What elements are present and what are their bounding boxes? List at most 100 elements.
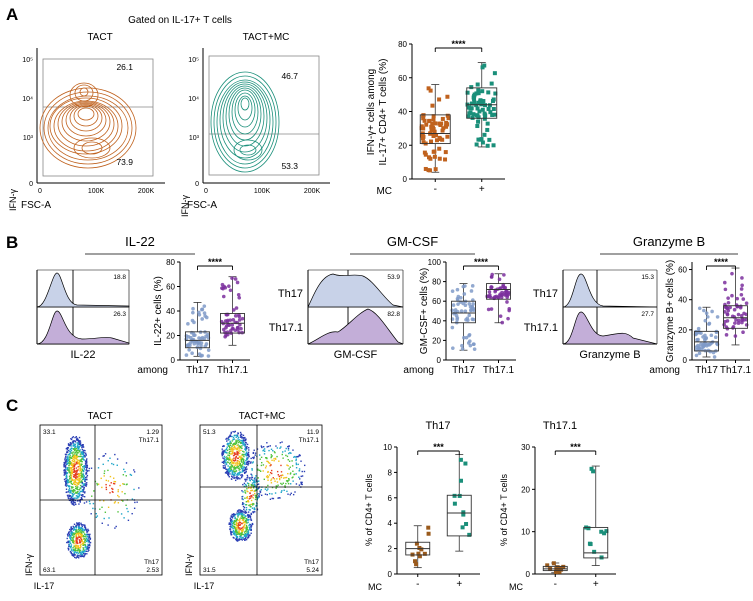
c-event-dot <box>258 454 261 456</box>
c-event-dot <box>230 516 232 518</box>
panel-a-letter: A <box>6 5 18 24</box>
c-event-dot <box>289 472 292 474</box>
c-event-dot <box>109 484 111 487</box>
c-event-dot <box>235 527 237 529</box>
c-event-dot <box>234 534 236 536</box>
c-event-dot <box>250 499 253 502</box>
c-event-dot <box>66 467 68 469</box>
c-event-dot <box>245 526 247 529</box>
data-point <box>468 339 472 343</box>
c-event-dot <box>289 473 292 475</box>
data-point <box>452 493 457 498</box>
c-event-dot <box>76 551 78 554</box>
c-event-dot <box>239 517 241 520</box>
c-event-dot <box>296 456 298 458</box>
c-event-dot <box>250 532 252 534</box>
c-event-dot <box>67 443 70 445</box>
c-event-dot <box>240 527 243 529</box>
c-event-dot <box>254 452 257 454</box>
c-event-dot <box>235 522 238 524</box>
c-event-dot <box>75 476 78 478</box>
c-event-dot <box>234 452 236 454</box>
c-event-dot <box>111 490 114 493</box>
c-event-dot <box>298 468 301 470</box>
c-event-dot <box>238 462 240 465</box>
data-point <box>592 549 597 554</box>
c-event-dot <box>232 443 234 446</box>
c-event-dot <box>103 455 105 457</box>
c-box2-mc-label: MC <box>509 582 523 592</box>
c-event-dot <box>70 547 72 549</box>
c-event-dot <box>236 513 238 515</box>
c-event-dot <box>255 480 257 482</box>
data-point <box>702 342 706 346</box>
data-point <box>467 111 472 116</box>
c-event-dot <box>230 448 232 451</box>
c-event-dot <box>238 472 240 474</box>
c-event-dot <box>240 466 243 468</box>
c-event-dot <box>86 538 89 540</box>
c-event-dot <box>236 434 239 436</box>
c-event-dot <box>244 453 246 456</box>
c-event-dot <box>245 524 248 527</box>
c-event-dot <box>221 448 223 450</box>
data-point <box>455 317 459 322</box>
c-event-dot <box>68 459 70 461</box>
c-event-dot <box>289 466 291 468</box>
c-event-dot <box>71 457 74 459</box>
c-event-dot <box>229 450 231 453</box>
c-event-dot <box>87 536 89 538</box>
c-event-dot <box>70 470 72 472</box>
c-event-dot <box>250 513 253 516</box>
c-event-dot <box>281 490 283 492</box>
c-event-dot <box>84 541 86 544</box>
c-event-dot <box>75 450 78 452</box>
c-event-dot <box>227 468 230 470</box>
c-event-dot <box>67 459 69 461</box>
a-plot2-ytick-0: 0 <box>195 181 199 188</box>
c-event-dot <box>112 463 115 466</box>
c-event-dot <box>65 488 68 490</box>
c-event-dot <box>230 515 232 517</box>
c-event-dot <box>67 541 69 544</box>
c-event-dot <box>230 460 233 463</box>
c-event-dot <box>70 447 73 449</box>
c-event-dot <box>230 453 232 455</box>
b-hist-th17-curve <box>562 273 658 308</box>
c-event-dot <box>77 495 80 498</box>
data-point <box>706 342 710 347</box>
c-event-dot <box>250 494 253 497</box>
data-point <box>416 551 421 556</box>
c-event-dot <box>79 459 81 462</box>
c-event-dot <box>70 535 72 537</box>
c-event-dot <box>243 527 245 529</box>
data-point <box>713 335 718 340</box>
c-event-dot <box>71 470 73 473</box>
c-event-dot <box>299 478 301 480</box>
c-event-dot <box>245 509 248 511</box>
c-event-dot <box>244 472 246 474</box>
c-event-dot <box>231 462 233 465</box>
x-tick-label: Th17 <box>695 365 718 376</box>
c-event-dot <box>261 461 263 464</box>
c-event-dot <box>234 516 236 519</box>
c-event-dot <box>243 451 245 453</box>
c-event-dot <box>72 499 75 502</box>
box <box>419 114 451 145</box>
c-event-dot <box>74 455 76 457</box>
c-event-dot <box>228 470 230 472</box>
c-event-dot <box>250 473 252 475</box>
c-event-dot <box>75 542 77 544</box>
c-event-dot <box>255 487 258 489</box>
sig-stars: **** <box>208 257 223 267</box>
c-event-dot <box>232 454 235 457</box>
x-tick-label: + <box>456 579 462 590</box>
c-event-dot <box>75 467 78 469</box>
a-plot1-upper-pct: 26.1 <box>116 62 133 72</box>
c-event-dot <box>274 457 277 460</box>
data-point <box>464 335 469 340</box>
c-event-dot <box>73 481 75 483</box>
c-event-dot <box>246 461 248 464</box>
c-event-dot <box>234 430 236 433</box>
c-event-dot <box>82 446 85 448</box>
